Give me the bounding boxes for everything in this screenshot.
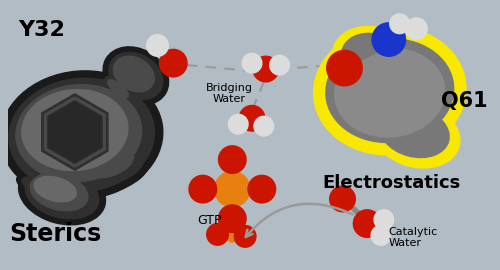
Circle shape <box>372 23 406 56</box>
Ellipse shape <box>34 176 76 202</box>
Ellipse shape <box>104 76 132 101</box>
Circle shape <box>270 55 289 75</box>
Ellipse shape <box>22 177 63 197</box>
Ellipse shape <box>68 138 144 185</box>
Circle shape <box>218 205 246 232</box>
Circle shape <box>214 171 250 207</box>
Circle shape <box>374 210 394 230</box>
Ellipse shape <box>373 102 460 168</box>
Ellipse shape <box>0 71 163 199</box>
Ellipse shape <box>314 27 466 155</box>
Ellipse shape <box>22 90 128 171</box>
Circle shape <box>253 56 278 82</box>
Ellipse shape <box>109 52 163 100</box>
Text: GTP: GTP <box>197 214 222 227</box>
Polygon shape <box>42 95 107 170</box>
Circle shape <box>354 210 381 237</box>
Circle shape <box>242 53 262 73</box>
Circle shape <box>206 224 229 245</box>
Circle shape <box>160 49 187 77</box>
Circle shape <box>390 14 409 34</box>
Circle shape <box>330 186 355 212</box>
Text: Catalytic
Water: Catalytic Water <box>389 227 438 248</box>
Circle shape <box>248 175 276 203</box>
Ellipse shape <box>16 85 142 181</box>
Ellipse shape <box>62 137 150 192</box>
Ellipse shape <box>26 169 99 219</box>
Polygon shape <box>48 100 102 164</box>
Circle shape <box>189 175 216 203</box>
Circle shape <box>228 114 248 134</box>
Ellipse shape <box>326 39 454 143</box>
Ellipse shape <box>342 33 402 79</box>
Circle shape <box>239 106 265 131</box>
Circle shape <box>371 225 391 245</box>
Circle shape <box>234 225 256 247</box>
Circle shape <box>406 18 427 39</box>
Text: Sterics: Sterics <box>9 222 102 246</box>
Ellipse shape <box>114 56 154 92</box>
Ellipse shape <box>108 80 128 98</box>
Circle shape <box>254 116 274 136</box>
Text: Bridging
Water: Bridging Water <box>206 83 253 104</box>
Ellipse shape <box>9 78 154 192</box>
Ellipse shape <box>380 107 449 157</box>
Ellipse shape <box>18 163 106 225</box>
Ellipse shape <box>333 26 411 86</box>
Ellipse shape <box>73 141 134 178</box>
Text: Y32: Y32 <box>18 20 64 40</box>
Circle shape <box>218 146 246 173</box>
Ellipse shape <box>334 48 445 137</box>
Circle shape <box>327 50 362 86</box>
Ellipse shape <box>101 73 136 104</box>
Ellipse shape <box>30 173 88 211</box>
Circle shape <box>146 35 169 56</box>
Text: Q61: Q61 <box>441 91 488 111</box>
Ellipse shape <box>103 47 168 105</box>
Text: Electrostatics: Electrostatics <box>322 174 461 192</box>
Ellipse shape <box>16 173 68 201</box>
